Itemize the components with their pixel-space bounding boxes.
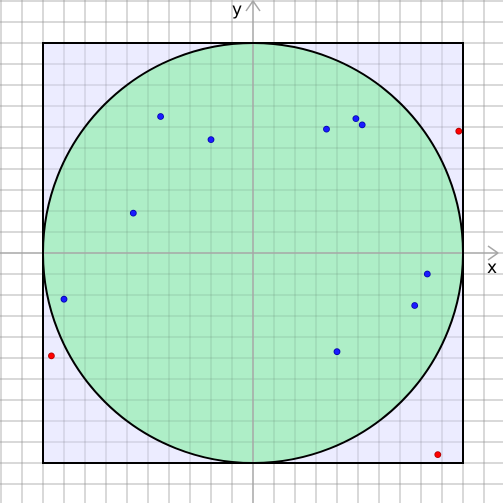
point-outside	[48, 352, 55, 360]
y-axis-label: y	[232, 0, 242, 20]
point-outside	[434, 451, 442, 459]
circle-outline	[42, 42, 464, 464]
point-inside	[352, 115, 360, 122]
point-inside	[129, 209, 137, 217]
x-axis-label: x	[487, 258, 497, 278]
point-inside	[60, 295, 68, 303]
point-inside	[411, 302, 419, 309]
point-inside	[157, 113, 165, 120]
point-inside	[323, 125, 330, 133]
x-axis-arrow	[487, 245, 500, 261]
point-outside	[455, 127, 463, 135]
point-inside	[358, 121, 366, 129]
points	[48, 113, 463, 459]
point-inside	[423, 270, 431, 278]
y-axis-arrow	[245, 0, 261, 12]
point-inside	[333, 348, 341, 356]
point-inside	[207, 136, 215, 144]
